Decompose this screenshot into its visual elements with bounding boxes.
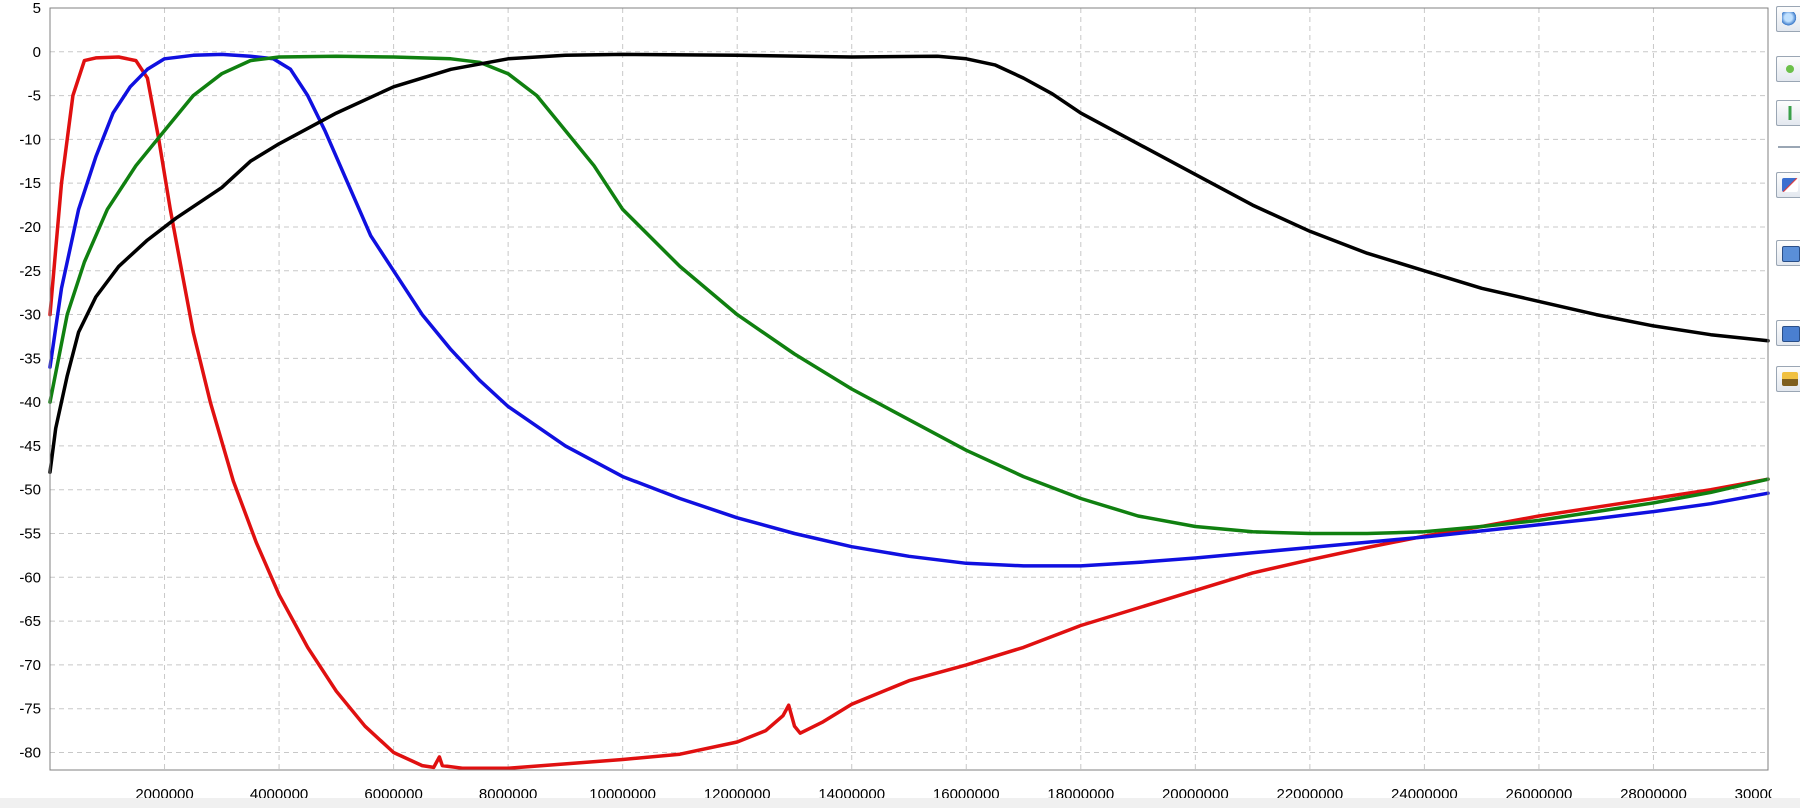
y-tick-label: -30 (19, 307, 41, 324)
x-tick-label: 4000000 (250, 786, 308, 798)
x-tick-label: 26000000 (1506, 786, 1573, 798)
grid-lines (50, 7, 1769, 770)
x-tick-label: 10000000 (589, 786, 656, 798)
chart-properties-icon (1782, 178, 1798, 192)
line-chart: 2000000 4000000 6000000 8000000 10000000 1200… (0, 0, 1772, 798)
autoscale-icon (1782, 106, 1798, 120)
axes-layer (49, 7, 1769, 771)
zoom-button[interactable] (1776, 6, 1800, 32)
y-tick-label: -55 (19, 526, 41, 543)
pan-button[interactable] (1776, 56, 1800, 82)
tick-labels: 2000000 4000000 6000000 8000000 10000000 1200… (19, 0, 1772, 798)
y-tick-label: -20 (19, 219, 41, 236)
chart-properties-button[interactable] (1776, 172, 1800, 198)
y-tick-label: -25 (19, 263, 41, 280)
x-tick-label: 16000000 (933, 786, 1000, 798)
y-tick-label: -75 (19, 701, 41, 718)
y-tick-label: -35 (19, 350, 41, 367)
x-tick-label: 14000000 (818, 786, 885, 798)
series-line-4 (48, 52, 1770, 474)
pan-icon (1782, 62, 1798, 76)
series-line-1 (48, 55, 1770, 770)
status-strip (0, 798, 1800, 808)
x-tick-label: 18000000 (1047, 786, 1114, 798)
plot-background (0, 0, 1772, 798)
y-tick-label: -10 (19, 131, 41, 148)
y-tick-label: -70 (19, 657, 41, 674)
autoscale-button[interactable] (1776, 100, 1800, 126)
copy-image-button[interactable] (1776, 240, 1800, 266)
series-line-3 (48, 54, 1770, 536)
copy-image-icon (1782, 246, 1800, 262)
x-tick-label: 2000000 (135, 786, 193, 798)
x-tick-label: 28000000 (1620, 786, 1687, 798)
plot-frame (49, 7, 1769, 771)
x-tick-label: 20000000 (1162, 786, 1229, 798)
export-data-icon (1782, 326, 1800, 342)
x-tick-label: 30000000 (1735, 786, 1772, 798)
y-tick-label: 5 (33, 0, 41, 17)
x-tick-label: 12000000 (704, 786, 771, 798)
y-tick-label: -65 (19, 613, 41, 630)
series-line-2 (48, 52, 1770, 568)
print-button[interactable] (1776, 366, 1800, 392)
y-tick-label: -5 (28, 88, 41, 105)
x-tick-label: 8000000 (479, 786, 537, 798)
x-tick-label: 24000000 (1391, 786, 1458, 798)
x-tick-label: 6000000 (364, 786, 422, 798)
y-tick-label: -50 (19, 482, 41, 499)
y-tick-label: -80 (19, 744, 41, 761)
toolbar-separator (1778, 146, 1800, 148)
y-tick-label: -15 (19, 175, 41, 192)
print-icon (1782, 372, 1798, 386)
y-tick-label: 0 (33, 44, 41, 61)
series-layer (48, 52, 1770, 770)
export-data-button[interactable] (1776, 320, 1800, 346)
zoom-icon (1782, 12, 1798, 26)
y-tick-label: -45 (19, 438, 41, 455)
x-tick-label: 22000000 (1276, 786, 1343, 798)
chart-toolbar (1772, 0, 1800, 808)
y-tick-label: -40 (19, 394, 41, 411)
y-tick-label: -60 (19, 569, 41, 586)
